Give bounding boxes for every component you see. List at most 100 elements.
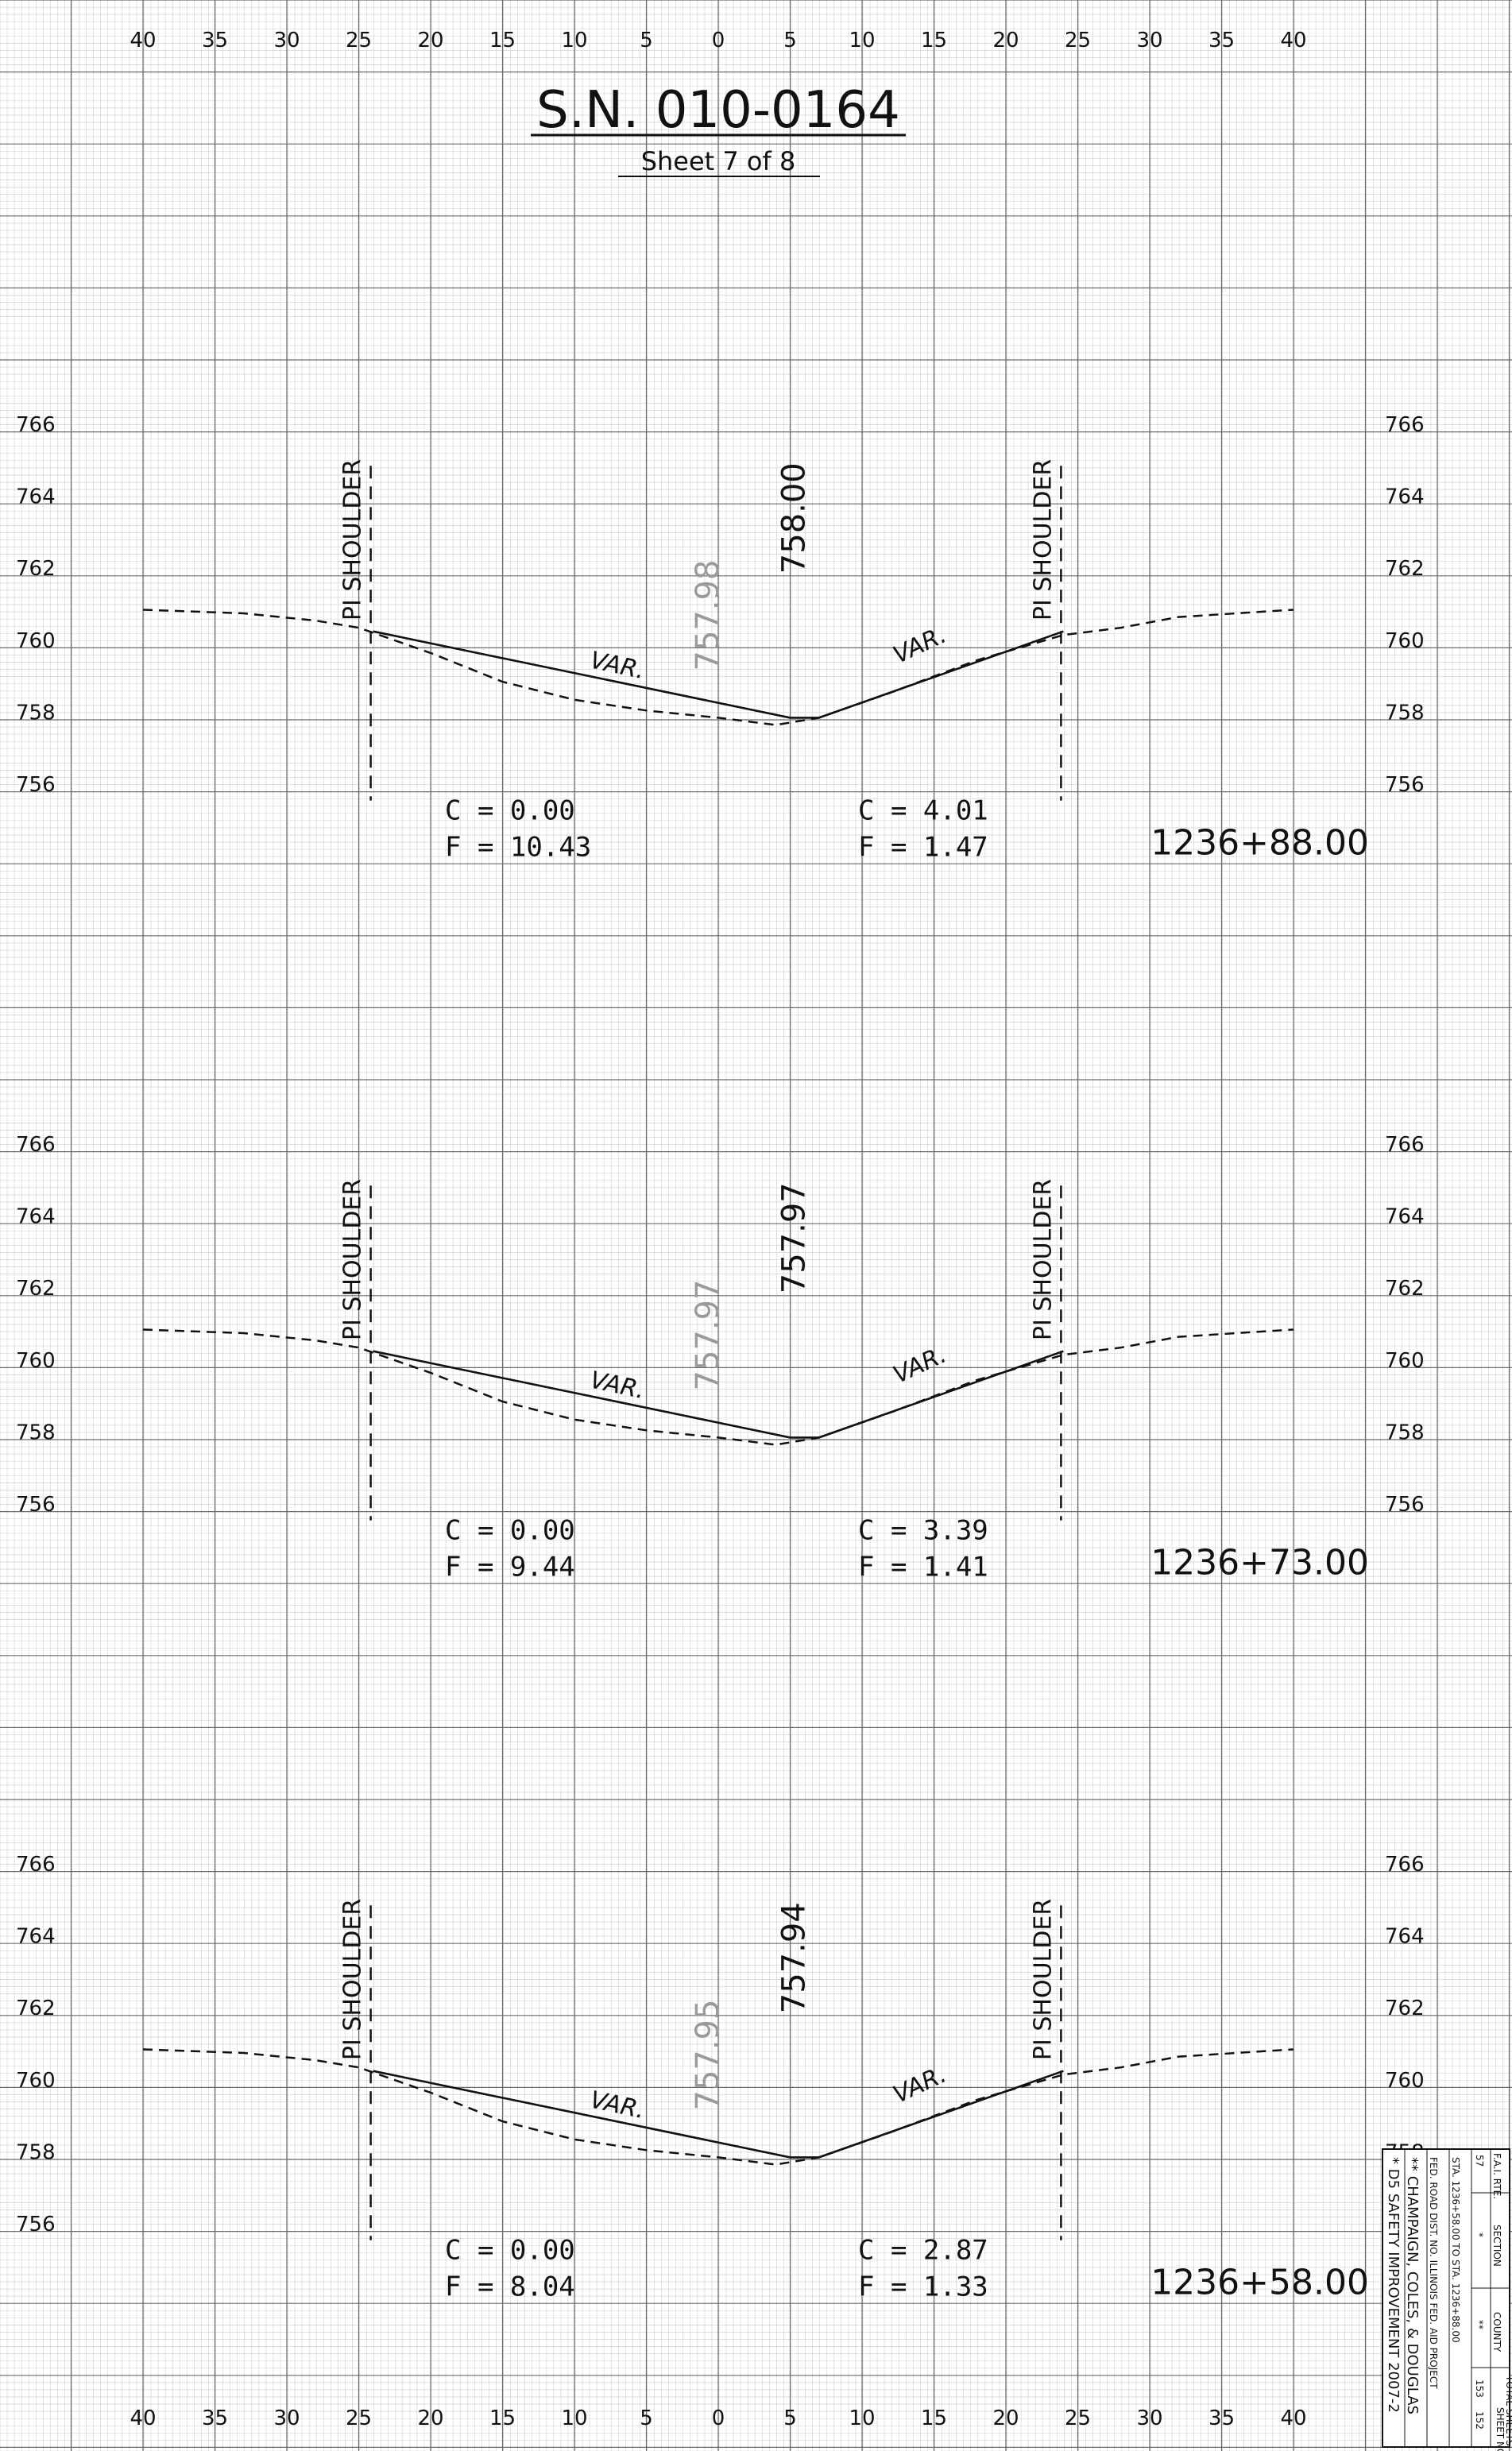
elevation-label-left: 760 (16, 1349, 56, 1373)
pi-shoulder-label: PI SHOULDER (339, 1179, 367, 1340)
existing-centerline-elevation: 757.98 (690, 560, 726, 671)
offset-tick-label: 15 (489, 2407, 516, 2430)
elevation-label-right: 760 (1385, 2069, 1425, 2093)
offset-tick-label: 20 (417, 2407, 443, 2430)
elevation-label-left: 766 (16, 1133, 56, 1157)
offset-tick-label: 40 (1280, 29, 1306, 52)
offset-tick-label: 5 (783, 29, 797, 52)
sheet-title-group: S.N. 010-0164 Sheet 7 of 8 (531, 81, 906, 177)
proposed-centerline-elevation: 758.00 (776, 462, 813, 574)
elevation-label-left: 766 (16, 413, 56, 437)
offset-tick-label: 15 (489, 29, 516, 52)
pi-shoulder-label: PI SHOULDER (339, 459, 367, 620)
sheet-subtitle: Sheet 7 of 8 (641, 146, 796, 176)
proposed-centerline-elevation: 757.94 (776, 1902, 813, 2013)
offset-tick-label: 25 (1065, 2407, 1091, 2430)
left-fill-value: F = 8.04 (445, 2271, 575, 2303)
elevation-label-right: 766 (1385, 1853, 1425, 1877)
right-cut-value: C = 4.01 (858, 795, 988, 827)
right-fill-value: F = 1.47 (858, 832, 988, 864)
elevation-label-left: 756 (16, 1493, 56, 1517)
offset-tick-label: 15 (921, 2407, 947, 2430)
offset-tick-label: 20 (992, 2407, 1019, 2430)
elevation-label-left: 762 (16, 557, 56, 581)
title-block: * D5 SAFETY IMPROVEMENT 2007-2 ** CHAMPAI… (1382, 2148, 1512, 2451)
offset-tick-label: 40 (130, 2407, 156, 2430)
proposed-template-line (373, 1350, 1064, 1439)
station-label: 1236+58.00 (1150, 2263, 1369, 2303)
offset-tick-label: 10 (561, 29, 587, 52)
title-block-total-sheets-label: TOTAL SHEETS (1504, 2375, 1512, 2446)
offset-tick-label: 30 (1136, 29, 1162, 52)
title-block-section-value: * (1474, 2233, 1485, 2237)
elevation-label-right: 756 (1385, 773, 1425, 797)
title-block-county-label: COUNTY (1491, 2312, 1502, 2352)
left-fill-value: F = 9.44 (445, 1552, 575, 1583)
offset-tick-label: 30 (1136, 2407, 1162, 2430)
elevation-label-left: 762 (16, 1997, 56, 2020)
title-block-fai-rte-value: 57 (1474, 2155, 1485, 2167)
existing-centerline-elevation: 757.97 (690, 1280, 726, 1391)
elevation-label-right: 756 (1385, 1493, 1425, 1517)
elevation-label-right: 758 (1385, 1421, 1425, 1444)
left-slope-label: VAR. (587, 2086, 647, 2125)
elevation-label-right: 766 (1385, 413, 1425, 437)
elevation-label-left: 760 (16, 2069, 56, 2093)
offset-tick-label: 0 (712, 2407, 725, 2430)
existing-ground-line (142, 1328, 1294, 1446)
title-block-note-counties: ** CHAMPAIGN, COLES, & DOUGLAS (1404, 2157, 1421, 2414)
elevation-label-left: 764 (16, 1925, 56, 1949)
offset-tick-label: 15 (921, 29, 947, 52)
right-cut-value: C = 2.87 (858, 2235, 988, 2267)
title-block-sheet-no-value: 152 (1474, 2411, 1485, 2430)
offset-tick-label: 35 (202, 2407, 228, 2430)
offset-tick-label: 20 (992, 29, 1019, 52)
left-slope-label: VAR. (587, 647, 647, 686)
elevation-label-left: 764 (16, 1205, 56, 1229)
elevation-label-right: 762 (1385, 1277, 1425, 1301)
offset-tick-label: 40 (1280, 2407, 1306, 2430)
title-block-sheet-no-label: SHEET NO. (1495, 2407, 1506, 2451)
offset-tick-label: 35 (1208, 2407, 1235, 2430)
proposed-template-line (373, 630, 1064, 719)
elevation-label-right: 758 (1385, 701, 1425, 725)
elevation-label-right: 764 (1385, 485, 1425, 509)
offset-tick-label: 25 (1065, 29, 1091, 52)
station-label: 1236+73.00 (1150, 1543, 1369, 1583)
elevation-label-left: 766 (16, 1853, 56, 1877)
elevation-label-right: 764 (1385, 1925, 1425, 1949)
offset-tick-label: 30 (273, 29, 300, 52)
top-offset-axis: 40 35 30 25 20 15 10 5 0 5 10 15 20 25 30 35 40 (130, 29, 1306, 52)
title-block-fed-road: FED. ROAD DIST. NO. ILLINOIS FED. AID PR… (1428, 2157, 1439, 2389)
pi-shoulder-label: PI SHOULDER (339, 1899, 367, 2060)
elevation-label-right: 764 (1385, 1205, 1425, 1229)
title-block-station-range: STA. 1236+58.00 TO STA. 1236+88.00 (1450, 2157, 1461, 2343)
pi-shoulder-label: PI SHOULDER (1029, 459, 1057, 620)
offset-tick-label: 20 (417, 29, 443, 52)
offset-tick-label: 5 (783, 2407, 797, 2430)
bottom-offset-axis: 40 35 30 25 20 15 10 5 0 5 10 15 20 25 30 35 40 (130, 2407, 1306, 2430)
elevation-label-left: 756 (16, 773, 56, 797)
elevation-label-right: 762 (1385, 1997, 1425, 2020)
existing-ground-line (142, 609, 1294, 726)
offset-tick-label: 10 (849, 29, 875, 52)
offset-tick-label: 25 (346, 2407, 372, 2430)
cross-sections: 766 766 764 764 762 762 760 760 758 758 756 756 PI S… (16, 413, 1425, 2303)
pi-shoulder-label: PI SHOULDER (1029, 1179, 1057, 1340)
elevation-label-right: 762 (1385, 557, 1425, 581)
offset-tick-label: 35 (202, 29, 228, 52)
right-fill-value: F = 1.33 (858, 2271, 988, 2303)
sheet-title: S.N. 010-0164 (536, 81, 900, 140)
title-block-fai-rte-label: F.A.I. RTE. (1491, 2153, 1502, 2199)
left-cut-value: C = 0.00 (445, 2235, 575, 2267)
offset-tick-label: 5 (640, 2407, 653, 2430)
title-block-county-value: ** (1474, 2320, 1485, 2329)
right-fill-value: F = 1.41 (858, 1552, 988, 1583)
offset-tick-label: 40 (130, 29, 156, 52)
